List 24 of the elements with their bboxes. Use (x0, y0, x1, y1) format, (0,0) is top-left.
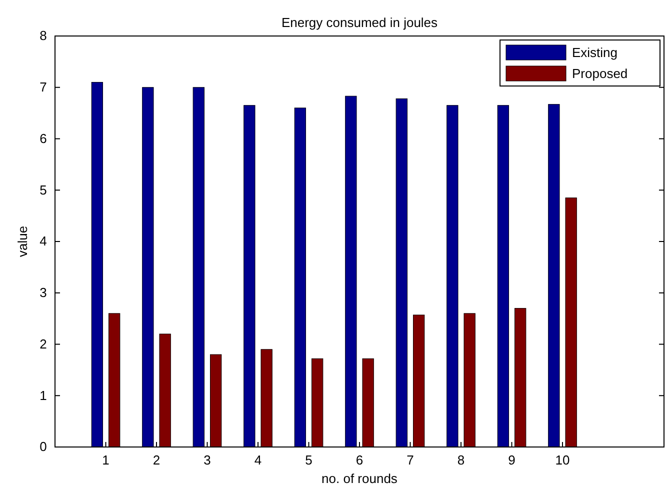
x-tick-label: 1 (102, 452, 110, 468)
x-tick-label: 2 (152, 452, 160, 468)
x-tick-label: 5 (305, 452, 312, 468)
x-tick-label: 8 (457, 452, 465, 468)
y-axis-title: value (15, 226, 30, 258)
x-tick-label: 6 (356, 452, 364, 468)
x-tick-label: 10 (555, 452, 570, 468)
y-tick-label: 3 (40, 285, 47, 300)
y-tick-label: 1 (40, 388, 47, 403)
y-tick-label: 4 (40, 234, 47, 249)
legend-label: Existing (572, 45, 618, 60)
y-tick-label: 2 (40, 336, 47, 352)
y-tick-label: 8 (40, 28, 47, 44)
x-tick-label: 7 (406, 452, 414, 468)
y-tick-label: 7 (40, 80, 47, 95)
chart-title: Energy consumed in joules (281, 15, 438, 30)
y-tick-label: 6 (40, 130, 47, 146)
x-tick-label: 4 (254, 452, 262, 468)
y-tick-label: 0 (40, 439, 47, 454)
x-tick-label: 3 (204, 452, 211, 468)
y-tick-label: 5 (40, 182, 47, 198)
x-tick-label: 9 (508, 452, 516, 468)
x-axis-title: no. of rounds (322, 471, 398, 486)
legend-label: Proposed (572, 66, 628, 81)
